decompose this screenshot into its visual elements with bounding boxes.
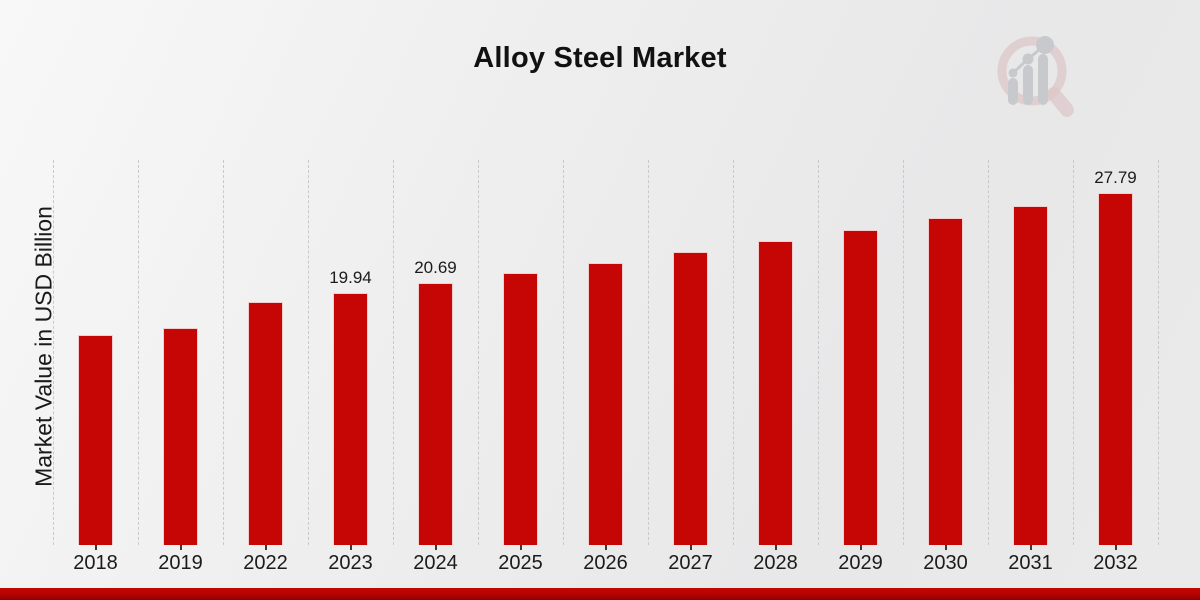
x-tick-label-2018: 2018: [73, 552, 118, 574]
x-tick-label-2029: 2029: [838, 552, 883, 574]
bar-slot: 19.94: [308, 160, 393, 545]
x-tick-label-2026: 2026: [583, 552, 628, 574]
x-tick-label-2030: 2030: [923, 552, 968, 574]
bar-slot: [903, 160, 988, 545]
x-axis-tick: [774, 545, 777, 550]
bar-2031: [1013, 205, 1048, 545]
gridline: [903, 160, 904, 545]
gridline: [223, 160, 224, 545]
gridline: [478, 160, 479, 545]
gridline: [1073, 160, 1074, 545]
x-axis-tick: [519, 545, 522, 550]
x-tick-label-2031: 2031: [1008, 552, 1053, 574]
footer-band: [0, 588, 1200, 600]
x-axis-tick: [264, 545, 267, 550]
bar-2018: [78, 335, 113, 545]
x-axis-tick: [944, 545, 947, 550]
bar-slot: [138, 160, 223, 545]
bar-slot: [818, 160, 903, 545]
bar-slot: [223, 160, 308, 545]
bar-2026: [588, 262, 623, 545]
bar-slot: 20.69: [393, 160, 478, 545]
bar-2022: [248, 301, 283, 545]
bar-2029: [843, 229, 878, 545]
x-axis-tick: [1029, 545, 1032, 550]
value-label-2024: 20.69: [414, 258, 457, 277]
x-axis-tick: [349, 545, 352, 550]
bar-2024: [418, 283, 453, 545]
x-tick-label-2022: 2022: [243, 552, 288, 574]
x-tick-label-2027: 2027: [668, 552, 713, 574]
bar-2025: [503, 273, 538, 545]
x-axis-tick: [689, 545, 692, 550]
magnifier-bar-chart-logo-icon: [997, 36, 1074, 117]
bar-2030: [928, 218, 963, 545]
x-axis-tick: [604, 545, 607, 550]
bar-slot: [988, 160, 1073, 545]
bar-slot: [733, 160, 818, 545]
x-tick-label-2032: 2032: [1093, 552, 1138, 574]
bar-slot: 27.79: [1073, 160, 1158, 545]
gridline: [393, 160, 394, 545]
x-axis-tick: [94, 545, 97, 550]
x-tick-label-2028: 2028: [753, 552, 798, 574]
bar-2019: [163, 327, 198, 545]
bar-2023: [333, 292, 368, 545]
gridline: [563, 160, 564, 545]
x-axis-tick: [1114, 545, 1117, 550]
gridline: [648, 160, 649, 545]
gridline: [818, 160, 819, 545]
bar-slot: [478, 160, 563, 545]
x-tick-label-2019: 2019: [158, 552, 203, 574]
gridline: [53, 160, 54, 545]
bar-slot: [53, 160, 138, 545]
bar-slot: [563, 160, 648, 545]
x-axis-tick: [434, 545, 437, 550]
gridline: [308, 160, 309, 545]
gridline: [138, 160, 139, 545]
x-tick-label-2025: 2025: [498, 552, 543, 574]
x-axis-tick: [179, 545, 182, 550]
bar-2032: [1098, 193, 1133, 545]
gridline: [733, 160, 734, 545]
gridline: [988, 160, 989, 545]
x-tick-label-2024: 2024: [413, 552, 458, 574]
plot-area: 19.94 20.69 27.79: [53, 160, 1159, 550]
x-axis-tick: [859, 545, 862, 550]
value-label-2032: 27.79: [1094, 168, 1137, 188]
x-axis: 2018 2019 2022 2023 2024 2025 2026 2027 2028 2029…: [53, 548, 1158, 578]
value-label-2023: 19.94: [329, 267, 372, 287]
bar-2028: [758, 241, 793, 545]
bar-2027: [673, 252, 708, 545]
bar-slot: [648, 160, 733, 545]
x-tick-label-2023: 2023: [328, 552, 373, 574]
gridline: [1158, 160, 1159, 545]
chart-title: Alloy Steel Market: [473, 42, 727, 74]
